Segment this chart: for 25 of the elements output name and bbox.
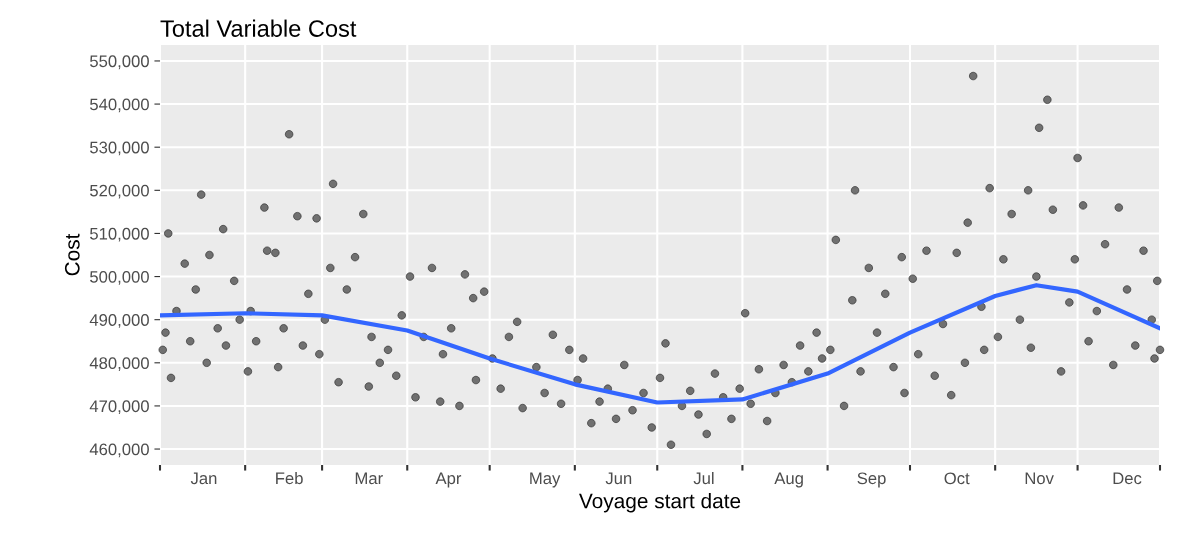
x-tick-label: Feb <box>276 471 303 485</box>
y-tick-label: 550,000 <box>90 55 149 70</box>
x-tick-label: Nov <box>1025 472 1054 485</box>
x-tick-label: Jan <box>190 472 217 485</box>
x-axis-title: Voyage start date <box>579 493 741 513</box>
x-tick-label: Jul <box>693 471 714 485</box>
y-tick-label: 530,000 <box>90 141 149 156</box>
y-axis-title: Cost <box>64 233 80 276</box>
x-tick-label: Mar <box>355 472 383 485</box>
y-tick-label: 510,000 <box>90 227 149 242</box>
y-tick-label: 470,000 <box>89 400 149 415</box>
y-tick-label: 520,000 <box>90 184 149 199</box>
x-tick-label: Apr <box>435 472 462 488</box>
y-tick-label: 500,000 <box>90 270 149 285</box>
x-tick-label: Jun <box>605 472 632 485</box>
chart-title: Total Variable Cost <box>160 19 357 37</box>
x-tick-label: Oct <box>944 472 970 485</box>
y-tick-label: 540,000 <box>90 98 149 113</box>
y-tick-label: 460,000 <box>89 443 149 458</box>
y-tick-label: 490,000 <box>89 314 149 328</box>
x-tick-label: Dec <box>1113 472 1142 485</box>
y-tick-label: 480,000 <box>89 357 149 371</box>
x-tick-label: Aug <box>774 472 803 488</box>
x-tick-label: Sep <box>857 472 886 488</box>
x-tick-label: May <box>530 472 561 488</box>
